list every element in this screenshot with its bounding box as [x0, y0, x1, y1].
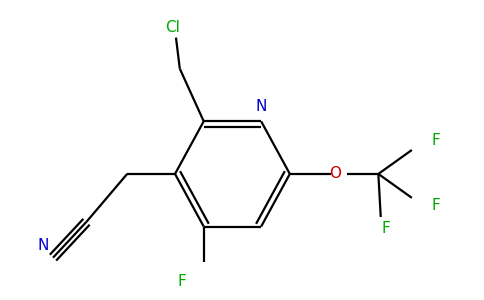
Text: F: F: [431, 197, 440, 212]
Text: F: F: [431, 133, 440, 148]
Text: F: F: [381, 221, 390, 236]
Text: F: F: [178, 274, 186, 289]
Text: N: N: [256, 99, 267, 114]
Text: Cl: Cl: [165, 20, 180, 35]
Text: O: O: [329, 167, 341, 182]
Text: N: N: [38, 238, 49, 253]
